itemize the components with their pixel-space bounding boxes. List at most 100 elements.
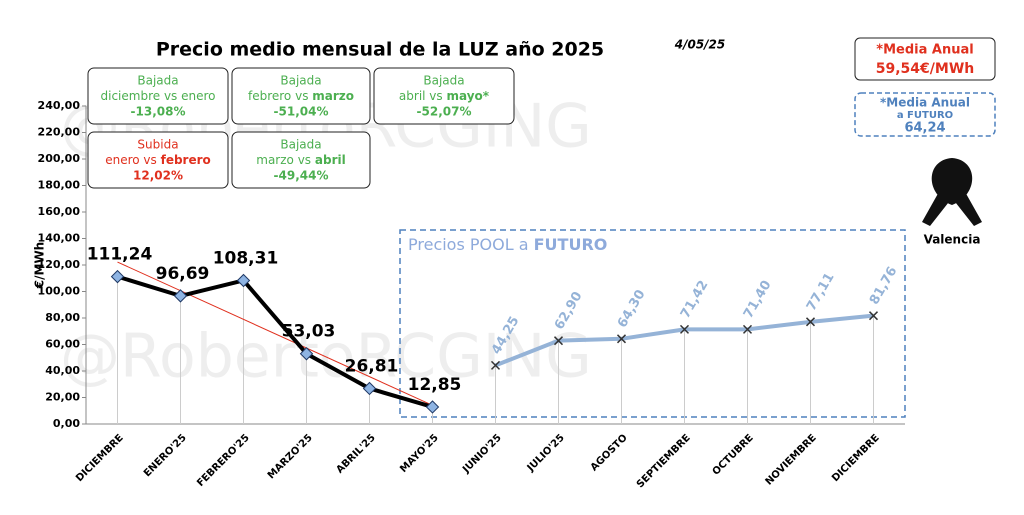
info-box-text-part: marzo vs (256, 153, 315, 167)
x-tick-label: MARZO'25 (266, 432, 315, 481)
annual-box (854, 37, 996, 81)
x-tick-label: DICIEMBRE (830, 432, 882, 484)
point (679, 324, 690, 334)
trendline (117, 261, 433, 406)
y-tick-label: 0,00 (53, 417, 80, 430)
info-box-text: enero vs febrero (105, 153, 211, 167)
x-tick-label: SEPTIEMBRE (635, 432, 693, 490)
info-box-frame (231, 131, 371, 189)
point (173, 289, 188, 303)
y-tick-label: 80,00 (45, 311, 80, 324)
info-box-frame (87, 131, 229, 189)
future-emph: FUTURO (534, 235, 608, 254)
info-box-text-part: enero vs (105, 153, 160, 167)
ribbon-icon (922, 158, 982, 226)
point (236, 273, 251, 288)
info-box-emph: mayo* (446, 89, 489, 103)
info-box-emph: febrero (161, 153, 211, 167)
point (110, 269, 125, 284)
future-text: Precios POOL a (408, 235, 534, 254)
data-label: 26,81 (345, 356, 399, 376)
data-label: 77,11 (804, 270, 838, 313)
point (362, 381, 377, 396)
data-label: 12,85 (408, 375, 462, 395)
annual-label: *Media Anual (876, 43, 973, 58)
info-box-text: febrero vs marzo (248, 89, 354, 103)
data-label: 64,30 (615, 287, 649, 330)
data-label: 81,76 (867, 264, 901, 307)
point (490, 360, 501, 370)
x-tick-label: JULIO'25 (525, 432, 567, 474)
location: Valencia (924, 233, 981, 247)
info-box-title: Bajada (423, 74, 464, 88)
y-tick-label: 60,00 (45, 338, 80, 351)
info-box-text: diciembre vs enero (101, 89, 216, 103)
y-tick-label: 140,00 (38, 232, 81, 245)
info-box-text: abril vs mayo* (399, 89, 490, 103)
x-tick-label: DICIEMBRE (74, 432, 126, 484)
annual-future-value: 64,24 (904, 121, 945, 136)
info-box-text-part: abril vs (399, 89, 447, 103)
info-box-frame (373, 67, 515, 125)
info-box-value: -52,07% (417, 105, 472, 119)
annual-future-box (854, 92, 996, 137)
date: 4/05/25 (674, 38, 726, 52)
point (616, 334, 627, 344)
info-box-value: 12,02% (133, 169, 183, 183)
data-label: 71,42 (678, 278, 712, 321)
future-box-label: Precios POOL a FUTURO (408, 235, 607, 254)
y-tick-label: 220,00 (38, 126, 81, 139)
point (742, 324, 753, 334)
annual-future-label: *Media Anual (880, 96, 970, 110)
y-tick-label: 100,00 (38, 285, 81, 298)
point (553, 336, 564, 346)
info-box-frame (87, 67, 229, 125)
y-tick-label: 160,00 (38, 205, 81, 218)
series-line (116, 274, 434, 409)
point (868, 311, 879, 321)
info-box-title: Bajada (280, 74, 321, 88)
info-box-value: -49,44% (274, 169, 329, 183)
point (299, 347, 314, 361)
point (805, 317, 816, 327)
y-axis-label: €/MWh (33, 242, 47, 289)
info-box-frame (231, 67, 371, 125)
x-tick-label: ENERO'25 (142, 432, 189, 479)
data-label: 111,24 (87, 245, 153, 265)
info-box-text: marzo vs abril (256, 153, 345, 167)
info-box-value: -51,04% (274, 105, 329, 119)
info-box-emph: abril (315, 153, 346, 167)
info-box-text-part: febrero vs (248, 89, 312, 103)
info-box-text-part: diciembre vs enero (101, 89, 216, 103)
future-box (399, 229, 906, 418)
point (425, 400, 440, 414)
y-tick-label: 240,00 (38, 99, 81, 112)
y-tick-label: 180,00 (38, 179, 81, 192)
annual-value: 59,54€/MWh (876, 61, 974, 77)
x-tick-label: NOVIEMBRE (764, 432, 819, 487)
info-box-title: Bajada (137, 74, 178, 88)
x-tick-label: MAYO'25 (398, 432, 441, 475)
y-tick-label: 120,00 (38, 258, 81, 271)
x-tick-label: FEBRERO'25 (195, 432, 252, 489)
y-tick-label: 200,00 (38, 152, 81, 165)
data-label: 108,31 (213, 248, 279, 268)
info-box-title: Bajada (280, 138, 321, 152)
y-tick-label: 40,00 (45, 364, 80, 377)
x-tick-label: JUNIO'25 (460, 432, 503, 475)
info-box-title: Subida (137, 138, 178, 152)
data-label: 53,03 (282, 322, 336, 342)
data-label: 96,69 (156, 264, 210, 284)
data-label: 71,40 (741, 278, 775, 321)
x-tick-label: OCTUBRE (711, 432, 756, 477)
chart-title: Precio medio mensual de la LUZ año 2025 (156, 39, 604, 61)
info-box-emph: marzo (312, 89, 354, 103)
x-tick-label: ABRIL'25 (335, 432, 378, 475)
info-box-value: -13,08% (131, 105, 186, 119)
annual-future-sub: a FUTURO (897, 110, 953, 121)
